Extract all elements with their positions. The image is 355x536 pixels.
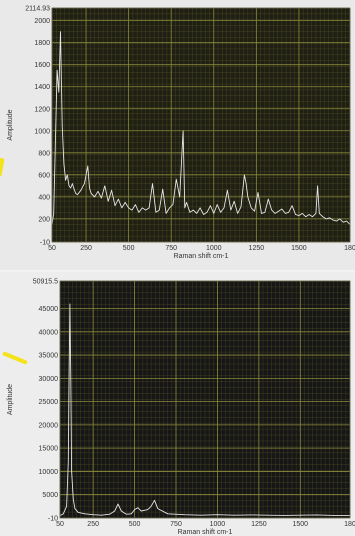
top-x-tick-label: 180 [344, 245, 355, 252]
top-plot-border [51, 7, 351, 243]
top-x-tick-label: 750 [165, 245, 177, 252]
bottom-x-tick-label: 50 [56, 521, 64, 528]
top-y-tick-label: 1600 [34, 62, 50, 69]
top-x-axis-label: Raman shift cm-1 [174, 253, 229, 260]
bottom-x-tick-label: 1000 [210, 521, 226, 528]
top-x-tick-label: 500 [123, 245, 135, 252]
bottom-y-tick-label: 10000 [39, 469, 59, 476]
top-x-tick-label: 1500 [291, 245, 307, 252]
bottom-y-tick-label: -10 [48, 516, 58, 523]
top-y-tick-label: 1200 [34, 106, 50, 113]
top-y-tick-label: 2114.93 [25, 6, 50, 13]
top-y-axis-label: Amplitude [7, 109, 14, 140]
top-chart-panel: 50 250 500 750 1000 1250 1500 180 2114.93 2000 180… [0, 5, 355, 261]
bottom-y-tick-label: 40000 [39, 329, 59, 336]
bottom-y-tick-label: 20000 [39, 422, 59, 429]
top-y-tick-label: -10 [40, 240, 50, 247]
bottom-x-tick-label: 750 [170, 521, 182, 528]
bottom-y-tick-label: 15000 [39, 446, 59, 453]
bottom-y-tick-label: 30000 [39, 376, 59, 383]
bottom-x-tick-label: 250 [87, 521, 99, 528]
bottom-series-line-0 [59, 303, 351, 517]
bottom-spectrum-chart: 50 250 500 750 1000 1250 1500 180 50915.5 45000 40… [7, 279, 355, 536]
bottom-x-axis-label: Raman shift cm-1 [178, 529, 233, 536]
top-x-tick-label: 1000 [206, 245, 222, 252]
bottom-y-tick-label: 25000 [39, 399, 59, 406]
top-y-tick-label: 1400 [34, 84, 50, 91]
top-x-tick-label: 1250 [249, 245, 265, 252]
bottom-x-tick-label: 1500 [292, 521, 308, 528]
bottom-x-tick-label: 1250 [251, 521, 267, 528]
top-y-tick-label: 600 [38, 172, 50, 179]
top-y-tick-label: 2000 [34, 18, 50, 25]
top-y-tick-label: 1800 [34, 40, 50, 47]
bottom-y-tick-label: 5000 [42, 492, 58, 499]
top-x-tick-label: 250 [80, 245, 92, 252]
bottom-y-tick-label: 50915.5 [33, 279, 58, 286]
top-x-tick-label: 50 [48, 245, 56, 252]
bottom-y-tick-label: 35000 [39, 353, 59, 360]
top-series-line-0 [51, 31, 351, 225]
top-spectrum-chart: 50 250 500 750 1000 1250 1500 180 2114.93 2000 180… [7, 6, 355, 261]
top-y-tick-label: 800 [38, 150, 50, 157]
top-y-tick-label: 400 [38, 194, 50, 201]
bottom-x-tick-label: 500 [129, 521, 141, 528]
bottom-plot-border [59, 280, 351, 519]
bottom-y-axis-label: Amplitude [7, 384, 14, 415]
bottom-chart-panel: 50 250 500 750 1000 1250 1500 180 50915.5 45000 40… [0, 272, 355, 536]
bottom-y-tick-label: 45000 [39, 306, 59, 313]
top-y-tick-label: 1000 [34, 128, 50, 135]
top-y-tick-label: 200 [38, 216, 50, 223]
bottom-x-tick-label: 180 [344, 521, 355, 528]
